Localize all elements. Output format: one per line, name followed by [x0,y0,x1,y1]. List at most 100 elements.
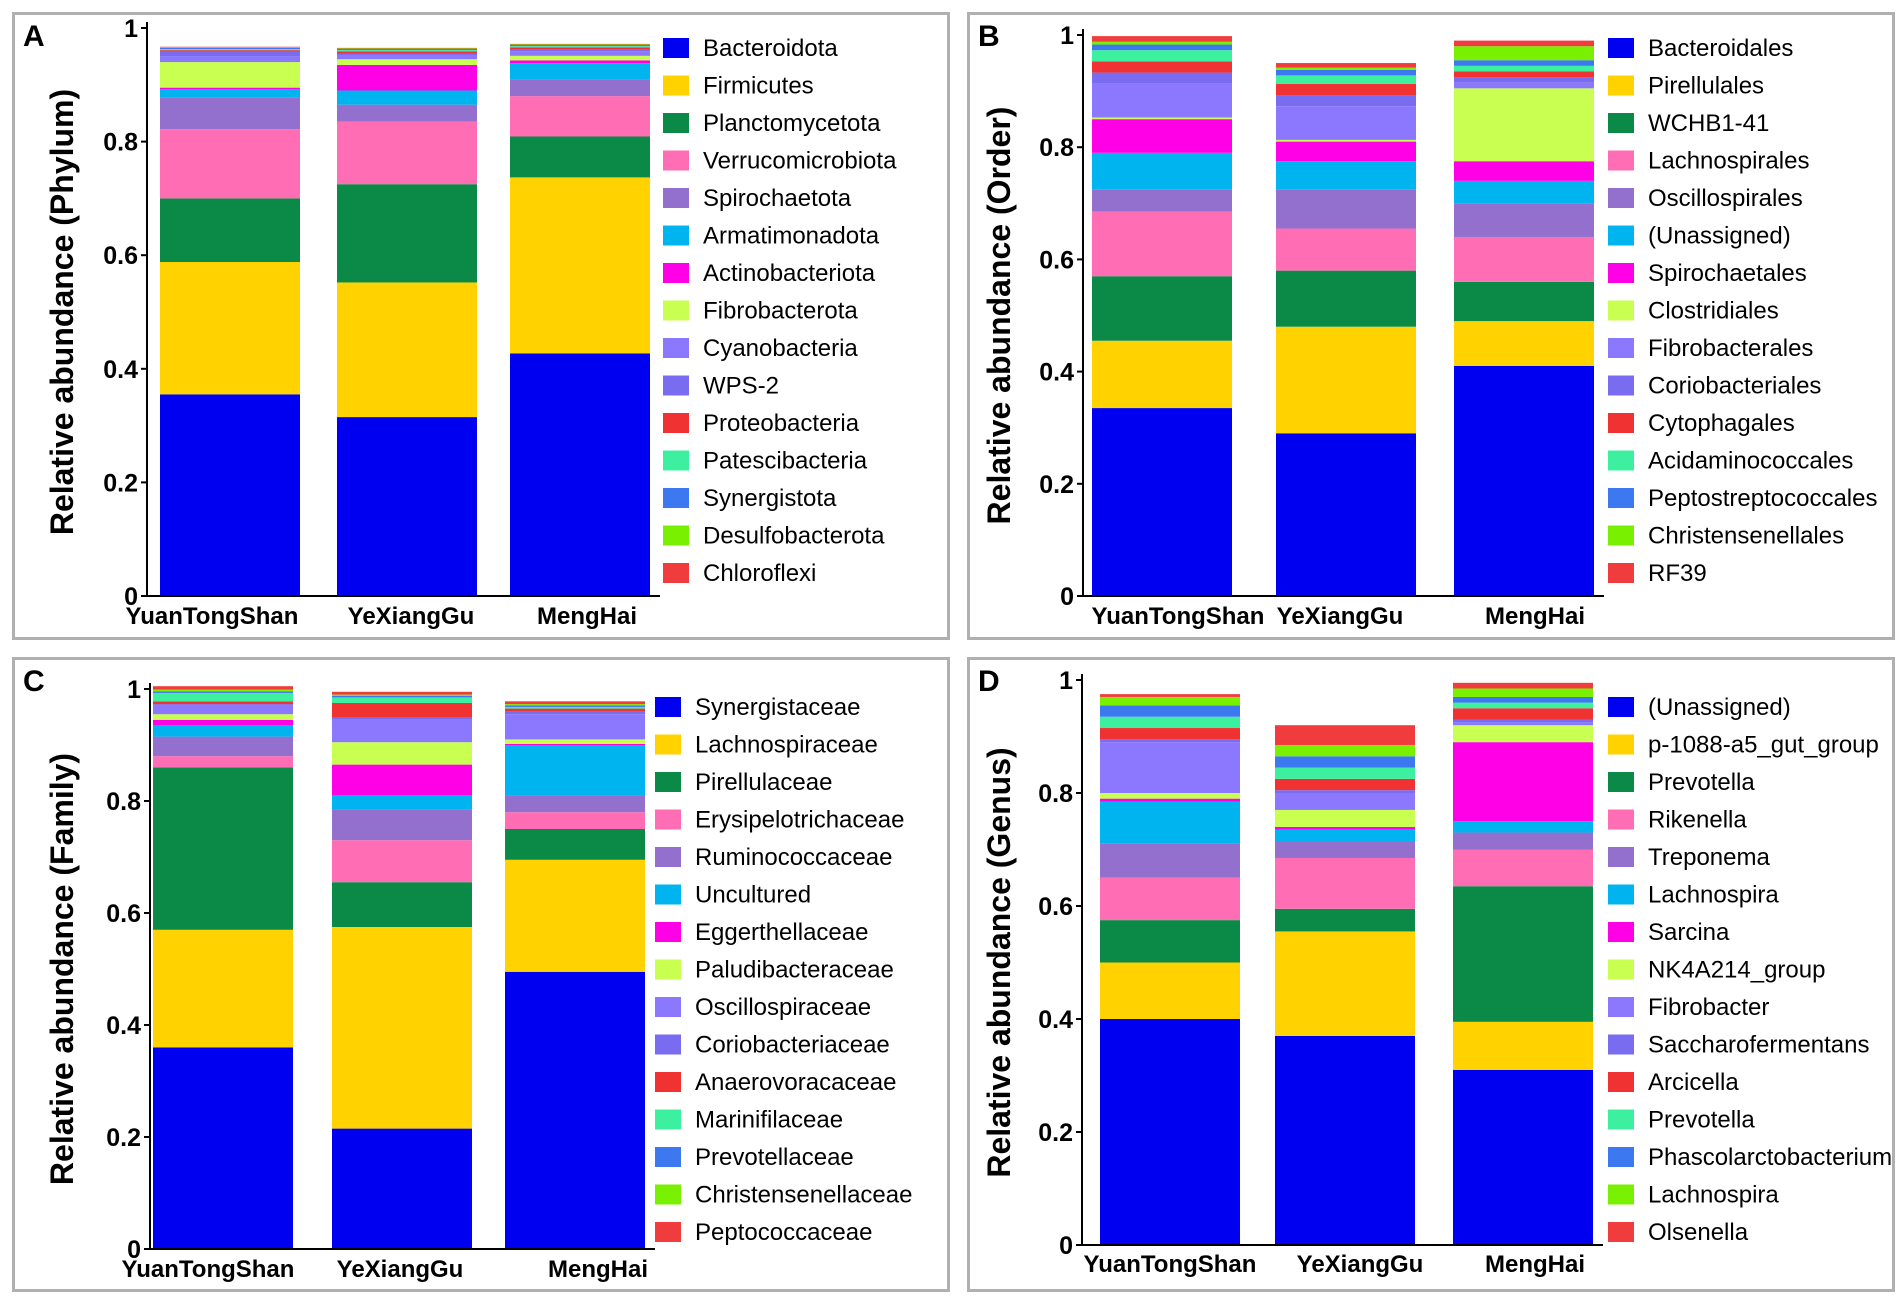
legend-swatch-c-6 [655,922,681,942]
bar-segment-a-yexianggu-10 [337,51,477,54]
bar-segment-d-yuantongshan-13 [1100,696,1240,706]
legend-label-a-10: Proteobacteria [703,410,860,437]
chart-c-svg: C Relative abundance (Family) YuanTongShan… [23,665,912,1283]
legend-swatch-c-10 [655,1072,681,1092]
legend-swatch-d-8 [1608,997,1634,1017]
bar-segment-a-yexianggu-13 [337,48,477,50]
bar-segment-b-yuantongshan-5 [1092,152,1232,190]
legend-swatch-b-1 [1608,75,1634,96]
legend-label-b-3: Lachnospirales [1648,148,1809,175]
legend-label-d-3: Rikenella [1648,807,1747,834]
bar-segment-d-yexianggu-8 [1275,793,1415,810]
y-tick-label-c-2: 0.4 [106,1012,141,1040]
bar-segment-b-yexianggu-12 [1276,69,1416,76]
legend-swatch-a-12 [663,488,689,508]
bar-segment-d-yuantongshan-3 [1100,877,1240,921]
legend-label-c-3: Erysipelotrichaceae [695,807,904,834]
bar-segment-b-yuantongshan-13 [1092,41,1232,45]
legend-label-a-0: Bacteroidota [703,35,838,62]
legend-label-b-13: Christensenellales [1648,523,1844,550]
bar-segment-c-yuantongshan-2 [153,767,293,930]
y-tick-label-c-5: 1 [127,676,141,704]
bar-segment-b-yuantongshan-14 [1092,36,1232,42]
bar-segment-a-yexianggu-8 [337,55,477,60]
bar-segment-b-menghai-3 [1454,236,1594,282]
y-axis-label-d: Relative abundance (Genus) [981,747,1017,1177]
bar-segment-b-yexianggu-0 [1276,433,1416,596]
bar-segment-a-menghai-2 [510,136,650,178]
bar-segment-c-menghai-3 [505,812,645,829]
bar-segment-c-yexianggu-2 [332,882,472,927]
bar-segment-d-yuantongshan-5 [1100,801,1240,844]
bar-segment-a-menghai-5 [510,63,650,80]
chart-a-svg: A Relative abundance (Phylum) YuanTongShan… [23,15,897,630]
y-axis-label-c: Relative abundance (Family) [44,753,80,1185]
bar-segment-a-menghai-8 [510,51,650,56]
legend-swatch-c-2 [655,772,681,792]
legend-swatch-c-0 [655,697,681,717]
bar-segment-c-menghai-6 [505,743,645,745]
legend-swatch-b-2 [1608,113,1634,133]
y-tick-label-c-0: 0 [127,1236,141,1264]
legend-swatch-b-9 [1608,375,1634,396]
bar-segment-d-yuantongshan-2 [1100,920,1240,963]
legend-swatch-d-5 [1608,884,1634,905]
bar-segment-a-yexianggu-2 [337,184,477,283]
legend-swatch-c-14 [655,1222,681,1242]
panel-d: D Relative abundance (Genus) YuanTongShan Y… [967,657,1895,1292]
bar-segment-b-yuantongshan-3 [1092,211,1232,277]
bar-segment-d-yuantongshan-12 [1100,705,1240,717]
bar-segment-b-menghai-8 [1454,82,1594,89]
bar-segment-d-yexianggu-2 [1275,908,1415,932]
bar-segment-d-yexianggu-0 [1275,1035,1415,1245]
legend-swatch-b-14 [1608,563,1634,583]
y-tick-label-b-1: 0.2 [1039,471,1074,499]
bar-segment-d-yexianggu-14 [1275,725,1415,745]
bar-segment-b-yexianggu-5 [1276,161,1416,190]
chart-d-svg: D Relative abundance (Genus) YuanTongShan Y… [978,665,1892,1278]
bar-segment-c-yuantongshan-3 [153,756,293,768]
bar-segment-d-yuantongshan-7 [1100,793,1240,799]
legend-label-c-1: Lachnospiraceae [695,732,878,759]
bar-segment-d-yuantongshan-10 [1100,728,1240,740]
y-tick-label-a-4: 0.8 [103,129,138,157]
legend-swatch-b-7 [1608,300,1634,321]
bar-segment-a-yuantongshan-0 [160,394,300,596]
bar-segment-b-menghai-9 [1454,77,1594,83]
legend-label-c-5: Uncultured [695,882,811,909]
bar-segment-b-yuantongshan-12 [1092,44,1232,51]
legend-label-d-13: Lachnospira [1648,1182,1779,1209]
legend-swatch-c-9 [655,1034,681,1055]
bar-segment-c-yexianggu-8 [332,719,472,743]
bar-segment-a-menghai-10 [510,47,650,50]
bar-segment-c-yuantongshan-11 [153,692,293,702]
bar-segment-d-yexianggu-1 [1275,931,1415,1036]
bar-segment-a-menghai-0 [510,353,650,596]
legend-label-c-12: Prevotellaceae [695,1144,854,1171]
category-label-b-0: YuanTongShan [1092,603,1265,630]
legend-label-c-4: Ruminococcaceae [695,844,892,871]
bar-segment-c-yexianggu-12 [332,695,472,698]
bar-segment-a-yexianggu-1 [337,282,477,418]
legend-label-b-14: RF39 [1648,560,1707,587]
legend-label-a-9: WPS-2 [703,373,779,400]
category-label-c-2: MengHai [548,1256,648,1283]
y-tick-label-d-2: 0.4 [1038,1006,1073,1034]
legend-swatch-d-2 [1608,772,1634,792]
bar-segment-d-yuantongshan-0 [1100,1019,1240,1245]
y-tick-label-a-1: 0.2 [103,469,138,497]
bar-segment-b-yexianggu-1 [1276,326,1416,434]
bar-segment-b-menghai-0 [1454,365,1594,596]
legend-swatch-d-11 [1608,1109,1634,1130]
bar-segment-a-menghai-13 [510,44,650,46]
legend-label-a-8: Cyanobacteria [703,335,858,362]
bar-segment-d-yexianggu-11 [1275,767,1415,779]
bar-segment-d-menghai-2 [1453,886,1593,1022]
panel-c: C Relative abundance (Family) YuanTongShan… [12,657,950,1292]
legend-swatch-b-3 [1608,150,1634,171]
y-tick-label-b-5: 1 [1060,22,1074,50]
legend-swatch-b-12 [1608,488,1634,508]
bar-segment-d-menghai-9 [1453,719,1593,723]
legend-swatch-c-1 [655,734,681,755]
bar-segment-c-yuantongshan-4 [153,736,293,757]
